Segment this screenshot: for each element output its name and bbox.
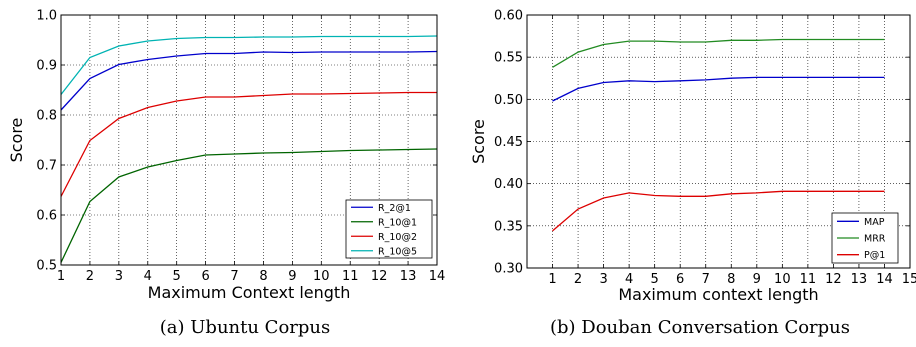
y-tick-label: 0.8 [36,109,57,124]
series-line-P@1 [552,190,885,232]
x-tick-label: 12 [825,272,842,287]
y-tick-label: 1.0 [36,9,57,24]
legend: R_2@1 R_10@1 R_10@2 R_10@5 [345,199,433,259]
x-tick-label: 1 [548,272,556,287]
x-tick-label: 10 [313,269,330,284]
x-tick-label: 2 [86,269,94,284]
x-tick-label: 1 [57,269,65,284]
x-tick-label: 3 [599,272,607,287]
x-tick-label: 10 [774,272,791,287]
legend: MAP MRR P@1 [831,212,899,264]
x-tick-label: 14 [876,272,893,287]
y-tick-label: 0.6 [36,209,57,224]
x-tick-label: 12 [371,269,388,284]
y-tick-label: 0.5 [36,259,57,274]
x-tick-label: 13 [400,269,417,284]
x-axis-title: Maximum context length [618,285,818,304]
series-line-MAP [552,76,885,102]
series-line-R_2@1 [60,50,438,111]
y-tick-label: 0.30 [494,262,523,277]
y-tick-label: 0.40 [494,177,523,192]
x-tick-label: 8 [259,269,267,284]
y-tick-label: 0.35 [494,219,523,234]
x-tick-label: 4 [144,269,152,284]
chart-panel-2: 1 2 3 4 5 6 7 8 9 10 11 12 13 14 150.300.350.400.450.5… [469,9,916,339]
x-tick-label: 5 [651,272,659,287]
x-tick-label: 15 [902,272,916,287]
legend-label: MAP [864,217,885,228]
legend-label: MRR [864,234,886,245]
gridlines [527,15,910,268]
y-tick-label: 0.60 [494,9,523,24]
x-axis-title: Maximum Context length [148,283,351,302]
x-tick-label: 9 [288,269,296,284]
x-tick-label: 7 [702,272,710,287]
legend-box [345,199,433,259]
x-tick-label: 13 [851,272,868,287]
figure-caption: (b) Douban Conversation Corpus [550,317,850,338]
x-tick-label: 6 [201,269,209,284]
legend-label: R_10@2 [378,232,417,243]
y-tick-label: 0.7 [36,159,57,174]
x-tick-label: 6 [676,272,684,287]
x-tick-label: 8 [727,272,735,287]
y-tick-label: 0.9 [36,59,57,74]
y-tick-label: 0.45 [494,135,523,150]
legend-label: P@1 [864,250,885,261]
chart-panel-1: 1 2 3 4 5 6 7 8 9 10 11 12 13 140.50.60.70.80.91.0Max… [7,9,445,339]
y-axis-title: Score [7,118,26,163]
series-line-R_10@1 [60,148,438,263]
x-tick-label: 7 [230,269,238,284]
series-line-R_10@2 [60,91,437,197]
legend-label: R_2@1 [378,203,411,214]
legend-label: R_10@1 [378,217,417,228]
plot-frame [60,14,438,266]
series-line-R_10@5 [60,35,438,95]
figure-caption: (a) Ubuntu Corpus [160,317,331,338]
x-tick-label: 4 [625,272,633,287]
y-tick-label: 0.55 [494,51,523,66]
x-tick-label: 2 [574,272,582,287]
y-tick-label: 0.50 [494,93,523,108]
x-tick-label: 14 [429,269,446,284]
y-axis-title: Score [469,119,488,164]
series-line-MRR [552,38,885,68]
legend-label: R_10@5 [378,246,417,257]
x-tick-label: 11 [342,269,359,284]
x-tick-label: 3 [115,269,123,284]
x-tick-label: 11 [800,272,817,287]
x-tick-label: 5 [173,269,181,284]
x-tick-label: 9 [753,272,761,287]
